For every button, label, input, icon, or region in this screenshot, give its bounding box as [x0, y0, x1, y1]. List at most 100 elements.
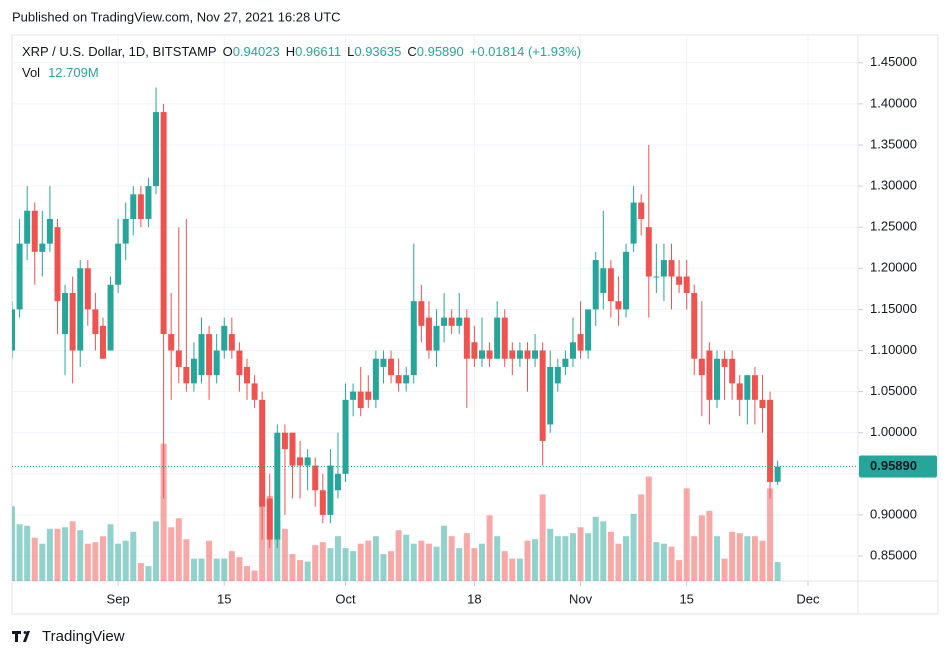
close-value: 0.95890: [417, 44, 464, 59]
candle-body: [213, 350, 220, 376]
candle-body: [585, 309, 592, 351]
volume-bar: [365, 540, 372, 581]
volume-bar: [645, 476, 652, 581]
volume-bar: [327, 548, 334, 581]
open-value: 0.94023: [233, 44, 280, 59]
candle-body: [281, 432, 288, 450]
candle-body: [668, 260, 675, 277]
y-tick-label: 1.15000: [870, 301, 917, 316]
volume-legend: Vol 12.709M: [22, 65, 99, 80]
volume-bar: [660, 543, 667, 581]
candle-body: [539, 350, 546, 441]
volume-bar: [12, 506, 15, 581]
open-label: O: [223, 44, 233, 59]
volume-bar: [486, 515, 493, 581]
candle-body: [84, 268, 91, 310]
candle-body: [388, 358, 395, 376]
volume-bar: [137, 563, 144, 581]
candle-body: [145, 186, 152, 219]
volume-bar: [160, 443, 167, 581]
candle-body: [486, 350, 493, 359]
volume-bar: [623, 536, 630, 581]
brand-name: TradingView: [42, 628, 125, 645]
candle-body: [425, 317, 432, 351]
volume-bar: [524, 540, 531, 581]
candle-body: [206, 334, 213, 376]
candle-body: [395, 375, 402, 384]
candle-body: [698, 358, 705, 376]
candle-body: [410, 301, 417, 376]
candle-body: [312, 465, 319, 491]
volume-bar: [668, 546, 675, 581]
volume-bar: [190, 558, 197, 581]
volume-bar: [554, 536, 561, 581]
candle-body: [168, 334, 175, 351]
volume-bar: [312, 545, 319, 581]
volume-bar: [357, 543, 364, 581]
high-value: 0.96611: [295, 44, 341, 59]
y-tick-label: 1.45000: [870, 54, 917, 69]
candle-body: [456, 317, 463, 326]
candle-body: [645, 227, 652, 277]
volume-bar: [274, 521, 281, 581]
candle-body: [24, 210, 31, 244]
candle-body: [251, 383, 258, 400]
candle-body: [289, 432, 296, 466]
volume-bar: [183, 539, 190, 581]
candle-body: [228, 334, 235, 351]
candle-body: [69, 292, 76, 351]
symbol: XRP / U.S. Dollar, 1D, BITSTAMP: [22, 44, 217, 59]
candle-body: [767, 399, 774, 483]
candle-body: [501, 317, 508, 359]
candle-body: [372, 358, 379, 400]
volume-bar: [236, 557, 243, 581]
volume-bar: [479, 543, 485, 581]
candle-body: [600, 268, 607, 293]
volume-bar: [69, 521, 76, 581]
candle-body: [304, 457, 311, 466]
volume-bar: [615, 543, 622, 581]
x-tick-label: Nov: [569, 591, 593, 606]
candle-body: [562, 358, 569, 367]
candle-body: [433, 325, 440, 351]
volume-bar: [342, 548, 349, 581]
x-tick-label: 15: [679, 591, 693, 606]
candle-body: [448, 317, 455, 326]
volume-bar: [547, 528, 554, 581]
candle-body: [516, 350, 523, 359]
volume-bar: [691, 536, 698, 581]
volume-bar: [494, 536, 501, 581]
candle-body: [297, 457, 304, 466]
low-value: 0.93635: [354, 44, 401, 59]
candle-body: [630, 202, 637, 244]
volume-bar: [221, 558, 228, 581]
volume-bar: [350, 551, 357, 581]
volume-bar: [16, 524, 23, 581]
grid: [12, 35, 858, 581]
candle-body: [77, 268, 84, 351]
volume-bar: [334, 536, 341, 581]
volume-bar: [516, 558, 523, 581]
volume-bar: [463, 533, 470, 581]
volume-bar: [714, 536, 720, 581]
volume-bar: [676, 560, 683, 581]
candle-body: [259, 399, 266, 507]
volume-bar: [251, 570, 258, 581]
candle-body: [479, 350, 485, 359]
y-tick-label: 1.25000: [870, 219, 917, 234]
volume-bar: [592, 516, 599, 581]
candle-body: [418, 301, 425, 326]
candle-body: [16, 243, 23, 310]
candle-body: [99, 325, 106, 359]
volume-bar: [39, 543, 46, 581]
candle-body: [357, 391, 364, 409]
volume-bar: [77, 530, 84, 581]
volume-bar: [228, 551, 235, 581]
volume-bar: [759, 540, 766, 581]
volume-bar: [630, 513, 637, 581]
x-tick-label: 15: [217, 591, 231, 606]
volume-bar: [130, 531, 137, 581]
volume-bar: [577, 527, 584, 581]
candle-body: [130, 194, 137, 219]
published-note: Published on TradingView.com, Nov 27, 20…: [12, 9, 341, 24]
